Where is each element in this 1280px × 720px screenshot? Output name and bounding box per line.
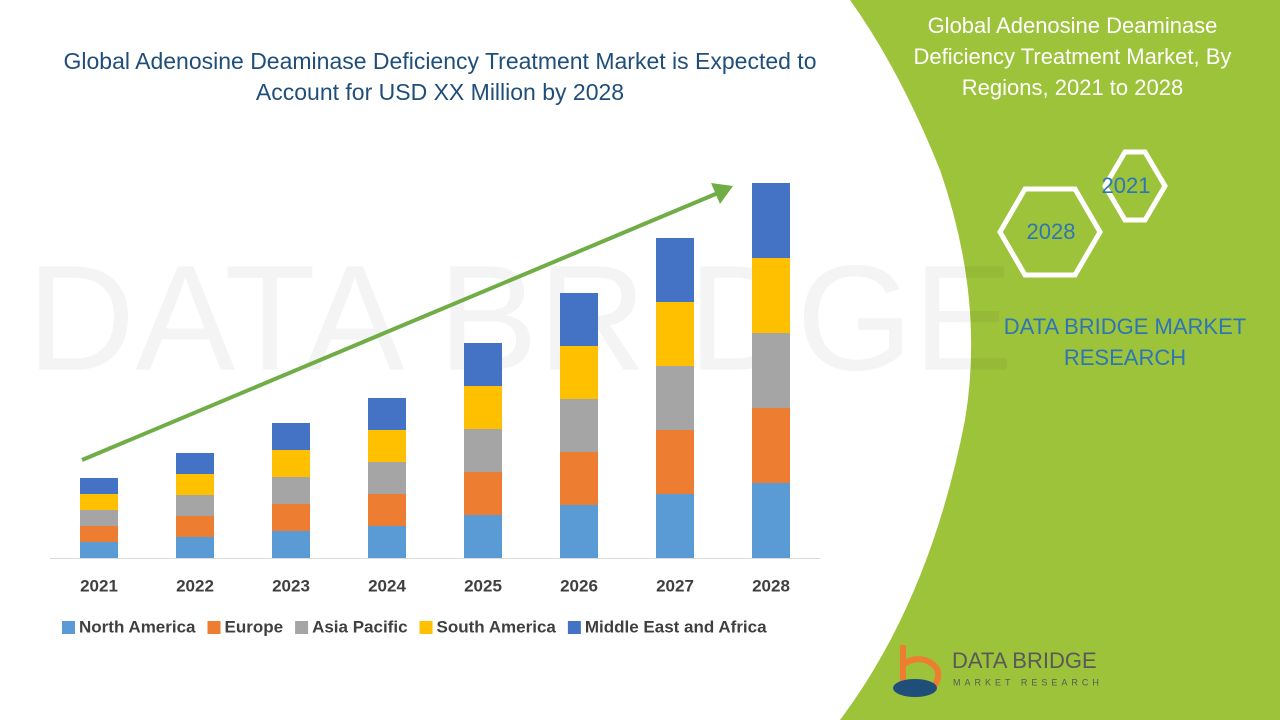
legend-swatch	[295, 621, 309, 634]
bar-segment	[272, 477, 310, 504]
bar-segment	[752, 258, 790, 333]
side-panel	[840, 0, 1280, 720]
bar-segment	[464, 343, 502, 386]
bar-segment	[176, 516, 214, 537]
legend-label: Middle East and Africa	[585, 617, 767, 636]
chart-title: Global Adenosine Deaminase Deficiency Tr…	[63, 48, 817, 105]
bar-segment	[272, 504, 310, 531]
watermark: DATA BRIDGE	[27, 234, 1013, 402]
bar-segment	[656, 238, 694, 302]
bar-segment	[560, 505, 598, 558]
legend-label: Europe	[225, 617, 284, 636]
legend-swatch	[62, 621, 75, 634]
hexagon	[1102, 149, 1168, 223]
legend-swatch	[207, 621, 221, 634]
trend-arrow	[81, 191, 719, 462]
brand-name: DATA BRIDGE MARKET RESEARCH	[1003, 314, 1247, 370]
bar-segment	[752, 483, 790, 558]
bar-segment	[752, 183, 790, 258]
bar-segment	[272, 423, 310, 450]
legend-label: Asia Pacific	[312, 617, 407, 636]
bar-segment	[560, 346, 598, 399]
bar-segment	[368, 526, 406, 558]
bar-segment	[80, 478, 118, 494]
legend-label: South America	[437, 617, 557, 636]
x-tick-label: 2025	[464, 576, 502, 595]
bar-segment	[368, 462, 406, 494]
x-tick-label: 2027	[656, 576, 694, 595]
bar-segment	[752, 333, 790, 408]
hexagon-label: 2021	[1102, 173, 1151, 198]
bar-segment	[272, 450, 310, 477]
bar-segment	[656, 494, 694, 558]
bar-segment	[464, 386, 502, 429]
bar-segment	[368, 398, 406, 430]
bar-segment	[272, 531, 310, 558]
bar-segment	[656, 302, 694, 366]
bar-segment	[80, 494, 118, 510]
bar-segment	[464, 429, 502, 472]
bar-segment	[560, 293, 598, 346]
bar-segment	[80, 510, 118, 526]
logo-name: DATA BRIDGE	[952, 648, 1097, 673]
bar-segment	[368, 430, 406, 462]
x-tick-label: 2021	[80, 576, 118, 595]
bar-segment	[560, 399, 598, 452]
x-tick-label: 2024	[368, 576, 406, 595]
bar-segment	[464, 515, 502, 558]
bar-segment	[752, 408, 790, 483]
legend-swatch	[419, 621, 433, 634]
hexagon-label: 2028	[1027, 219, 1076, 244]
logo-mark	[893, 679, 937, 697]
bar-segment	[176, 537, 214, 558]
x-tick-label: 2028	[752, 576, 790, 595]
bar-segment	[176, 453, 214, 474]
bar-segment	[80, 542, 118, 558]
bar-segment	[656, 366, 694, 430]
logo-tagline: MARKET RESEARCH	[953, 677, 1103, 687]
bar-segment	[560, 452, 598, 505]
hexagon	[997, 186, 1103, 278]
panel-title: Global Adenosine Deaminase Deficiency Tr…	[913, 13, 1232, 100]
legend-swatch	[567, 621, 581, 634]
x-tick-label: 2022	[176, 576, 214, 595]
x-tick-label: 2026	[560, 576, 598, 595]
bar-segment	[656, 430, 694, 494]
x-tick-label: 2023	[272, 576, 310, 595]
bar-segment	[368, 494, 406, 526]
trend-arrow-head	[711, 183, 733, 204]
bar-segment	[176, 495, 214, 516]
bar-segment	[80, 526, 118, 542]
legend-label: North America	[79, 617, 196, 636]
bar-segment	[176, 474, 214, 495]
bar-segment	[464, 472, 502, 515]
